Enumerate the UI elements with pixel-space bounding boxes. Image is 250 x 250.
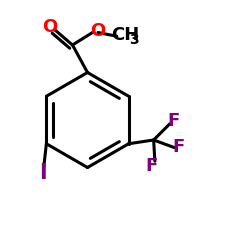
Text: I: I — [40, 163, 47, 183]
Text: 3: 3 — [129, 32, 139, 46]
Text: F: F — [145, 157, 157, 175]
Text: O: O — [42, 18, 57, 36]
Text: F: F — [172, 138, 184, 156]
Text: F: F — [168, 112, 180, 130]
Text: CH: CH — [112, 26, 140, 44]
Text: O: O — [90, 22, 105, 40]
